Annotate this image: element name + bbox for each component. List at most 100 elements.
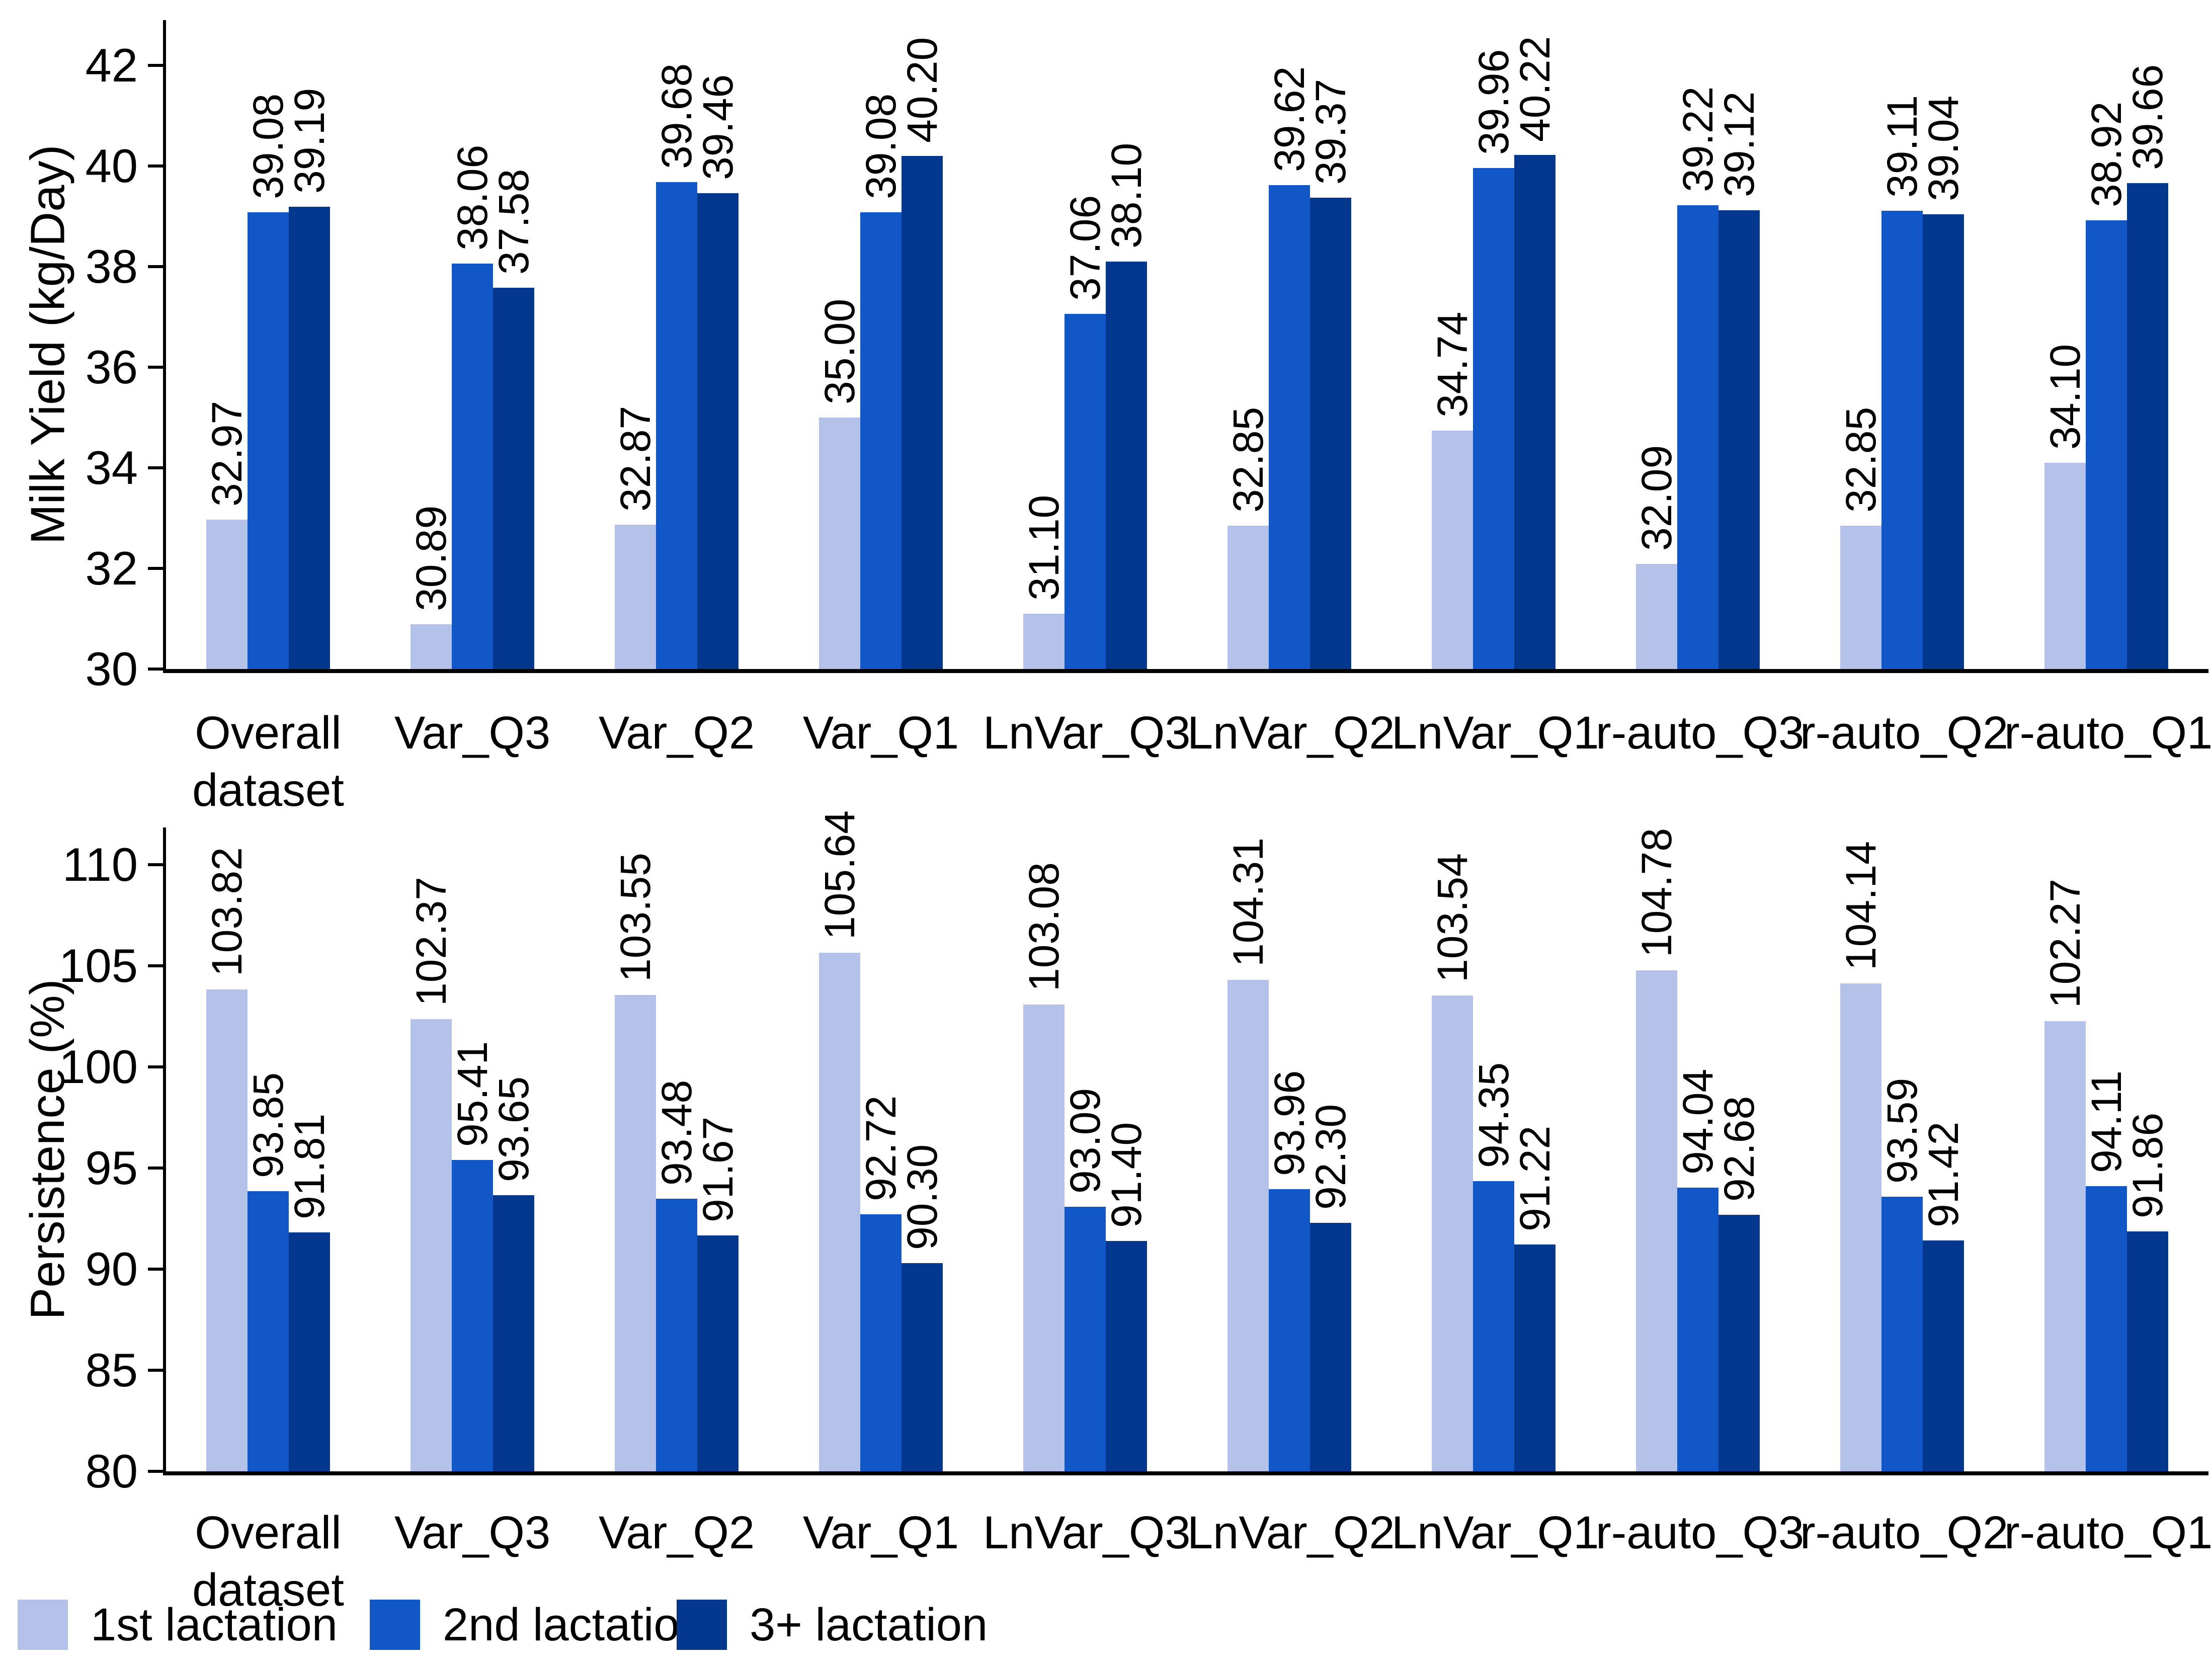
bar	[1023, 1005, 1064, 1471]
bar-value-label: 103.54	[1429, 853, 1476, 982]
bar	[289, 1232, 330, 1471]
category-label: r-auto_Q2	[1800, 707, 2009, 759]
y-tick	[148, 265, 163, 268]
bar-value-label: 91.67	[694, 1116, 742, 1222]
y-tick	[148, 964, 163, 967]
bar	[1023, 614, 1064, 669]
bar-value-label: 102.37	[407, 876, 455, 1006]
y-tick-label: 105	[59, 939, 138, 992]
y-tick-label: 34	[85, 441, 138, 494]
bar	[248, 212, 289, 669]
bar	[411, 624, 452, 669]
bar-value-label: 91.86	[2124, 1113, 2171, 1219]
bar	[493, 288, 534, 669]
category-label: Var_Q2	[598, 1507, 755, 1558]
y-tick	[148, 1369, 163, 1372]
bar	[2044, 463, 2086, 669]
bar-value-label: 93.65	[490, 1076, 537, 1183]
bar	[1310, 198, 1351, 669]
y-tick	[148, 366, 163, 369]
x-axis-line	[163, 1471, 2208, 1475]
y-tick-label: 110	[62, 838, 138, 891]
bar	[206, 520, 248, 669]
bar	[411, 1019, 452, 1471]
category-label: LnVar_Q2	[1187, 1507, 1395, 1558]
y-tick	[148, 64, 163, 67]
y-tick	[148, 668, 163, 671]
y-tick-label: 100	[59, 1040, 138, 1093]
legend: 1st lactation 2nd lactation 3+ lactation	[0, 1600, 2212, 1657]
bar	[1106, 1240, 1147, 1471]
bar	[1923, 1240, 1964, 1471]
bar-value-label: 92.68	[1715, 1096, 1763, 1202]
bar	[902, 1263, 943, 1471]
bar	[819, 953, 860, 1471]
y-tick-label: 36	[85, 341, 138, 393]
bar	[289, 207, 330, 669]
bar	[493, 1195, 534, 1471]
bar-value-label: 93.96	[1266, 1070, 1313, 1176]
bar-value-label: 94.04	[1674, 1068, 1722, 1175]
category-label: LnVar_Q3	[983, 1507, 1191, 1558]
bar	[1432, 995, 1473, 1471]
bar	[1840, 526, 1881, 669]
y-tick-label: 40	[85, 139, 138, 192]
y-tick	[148, 1268, 163, 1271]
y-tick	[148, 863, 163, 866]
bar-value-label: 91.40	[1103, 1122, 1150, 1228]
bar	[2086, 220, 2127, 669]
legend-entry: 3+ lactation	[677, 1600, 988, 1650]
bar-value-label: 102.27	[2041, 878, 2089, 1008]
y-tick	[148, 1167, 163, 1170]
bar-value-label: 103.55	[612, 853, 659, 982]
category-label: LnVar_Q1	[1391, 707, 1599, 759]
bar	[1473, 1181, 1514, 1471]
category-label: Var_Q1	[802, 1507, 959, 1558]
bar	[615, 995, 656, 1471]
bar-value-label: 90.30	[898, 1144, 946, 1250]
bar-value-label: 105.64	[816, 810, 863, 940]
y-tick-label: 42	[85, 39, 138, 92]
bar	[1269, 185, 1310, 669]
bar-value-label: 95.41	[449, 1041, 496, 1147]
bar	[697, 193, 739, 669]
bar	[819, 418, 860, 669]
bar	[1923, 214, 1964, 669]
bar-value-label: 104.14	[1837, 841, 1885, 970]
bar-value-label: 93.09	[1061, 1088, 1109, 1194]
bar	[1677, 1187, 1718, 1471]
category-label: Overall dataset	[192, 707, 344, 816]
y-tick	[148, 164, 163, 168]
bar-value-label: 91.22	[1511, 1125, 1559, 1231]
category-label: r-auto_Q3	[1596, 1507, 1805, 1558]
bar	[2127, 183, 2168, 669]
legend-entry: 1st lactation	[18, 1600, 338, 1650]
bar	[615, 525, 656, 669]
bar	[452, 264, 493, 669]
bar	[1636, 970, 1677, 1471]
y-tick	[148, 466, 163, 469]
category-label: Var_Q3	[394, 1507, 551, 1558]
bar-value-label: 94.11	[2083, 1070, 2130, 1173]
bar	[452, 1159, 493, 1471]
bar	[1064, 314, 1106, 669]
y-tick	[148, 1470, 163, 1473]
legend-swatch	[677, 1600, 727, 1650]
bar-value-label: 92.30	[1307, 1104, 1354, 1210]
y-tick-label: 80	[85, 1445, 138, 1498]
bar	[2127, 1231, 2168, 1471]
y-tick-label: 95	[85, 1141, 138, 1194]
x-axis-line	[163, 669, 2208, 673]
y-tick-label: 30	[85, 642, 138, 695]
bar	[1881, 1196, 1923, 1471]
y-axis-line	[163, 827, 166, 1475]
bar	[1310, 1222, 1351, 1471]
legend-label: 1st lactation	[91, 1599, 338, 1650]
legend-entry: 2nd lactation	[370, 1600, 705, 1650]
bar	[206, 989, 248, 1471]
bar-value-label: 92.72	[857, 1095, 905, 1201]
category-label: Var_Q3	[394, 707, 551, 759]
